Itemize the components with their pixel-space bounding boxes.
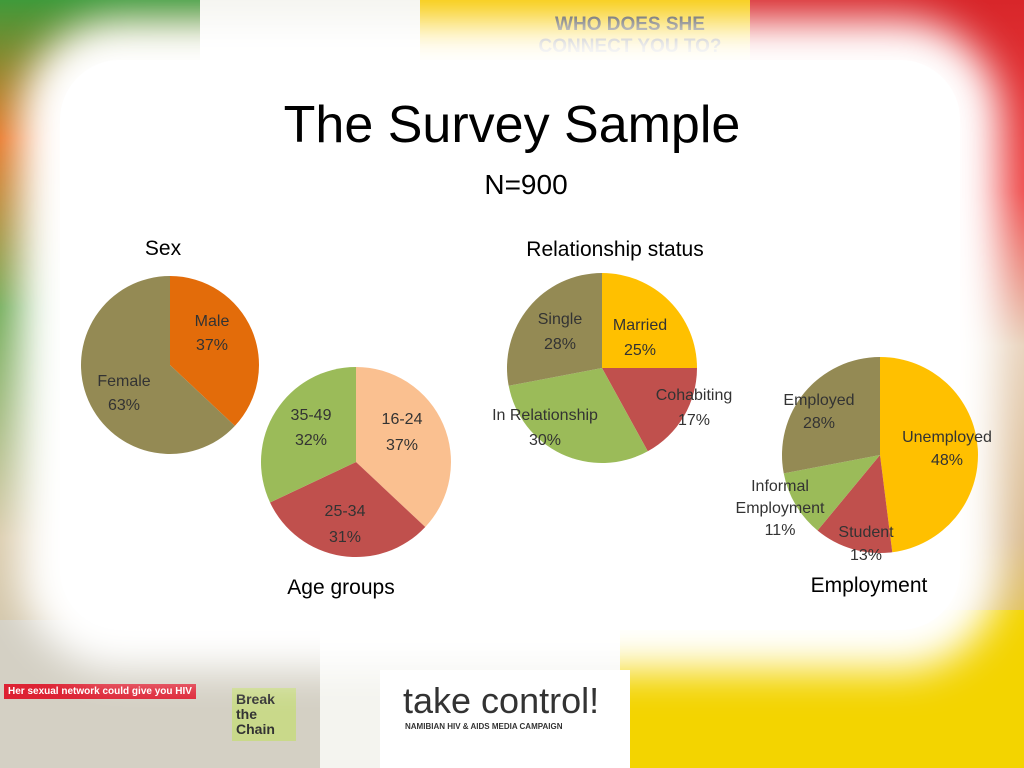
pie-slice bbox=[356, 367, 451, 528]
slice-category: Employed bbox=[783, 392, 855, 409]
slice-category: Female bbox=[97, 373, 151, 390]
slice-category: Male bbox=[194, 313, 230, 330]
slice-value-label: 48% bbox=[930, 452, 964, 469]
slice-value-label: 25% bbox=[623, 342, 657, 359]
slice-category: Student bbox=[838, 524, 894, 541]
chart-title: Sex bbox=[144, 237, 182, 260]
pie-slice bbox=[81, 276, 235, 454]
slice-value-label: 63% bbox=[107, 397, 141, 414]
pie-slice bbox=[817, 455, 893, 553]
slice-value-label: 28% bbox=[543, 336, 577, 353]
slice-value-label: 30% bbox=[528, 432, 562, 449]
slice-category: 25-34 bbox=[324, 503, 366, 520]
poster-bottom bbox=[620, 610, 1024, 768]
slice-value-label: 31% bbox=[328, 529, 362, 546]
slice-category: 35-49 bbox=[290, 407, 332, 424]
slice-value-label: 37% bbox=[195, 337, 229, 354]
logo: take control! bbox=[403, 680, 600, 721]
logo-area bbox=[380, 670, 630, 768]
slice-value-label: 32% bbox=[294, 432, 328, 449]
pie-slice bbox=[507, 273, 602, 386]
pie-slice bbox=[602, 273, 697, 368]
pie-slice bbox=[782, 357, 880, 474]
slice-category: Unemployed bbox=[902, 429, 992, 446]
poster-left-text: Her sexual network could give you HIV bbox=[4, 684, 196, 699]
pie-slice bbox=[602, 368, 697, 452]
slice-value-label: 17% bbox=[677, 412, 711, 429]
pie-slice bbox=[880, 357, 978, 553]
slice-category: 16-24 bbox=[381, 411, 423, 428]
slice-value-label: 13% bbox=[849, 547, 883, 564]
pie-slice bbox=[783, 455, 880, 531]
chart-title: Relationship status bbox=[526, 238, 704, 261]
slice-category: Single bbox=[537, 311, 583, 328]
slice-category: Informal Employment bbox=[735, 478, 825, 517]
pie-slice bbox=[261, 367, 356, 503]
slice-value-label: 37% bbox=[385, 437, 419, 454]
chart-title: Age groups bbox=[287, 576, 395, 599]
slice-value-label: 28% bbox=[802, 415, 836, 432]
slide-title: The Survey Sample bbox=[283, 96, 741, 154]
pie-slice bbox=[508, 368, 648, 464]
pie-slice bbox=[170, 276, 260, 426]
poster-top-text: WHO DOES SHE CONNECT YOU TO? bbox=[538, 14, 722, 57]
slice-category: Cohabiting bbox=[655, 387, 733, 404]
slice-category: Married bbox=[612, 317, 668, 334]
logo-tagline: NAMIBIAN HIV & AIDS MEDIA CAMPAIGN bbox=[405, 722, 563, 731]
chart-title: Employment bbox=[810, 574, 928, 597]
badge-text: Break the Chain bbox=[232, 688, 296, 741]
slice-category: In Relationship bbox=[492, 407, 598, 424]
pie-slice bbox=[270, 462, 426, 557]
slide-subtitle: N=900 bbox=[484, 169, 568, 200]
slice-value-label: 11% bbox=[764, 522, 796, 539]
